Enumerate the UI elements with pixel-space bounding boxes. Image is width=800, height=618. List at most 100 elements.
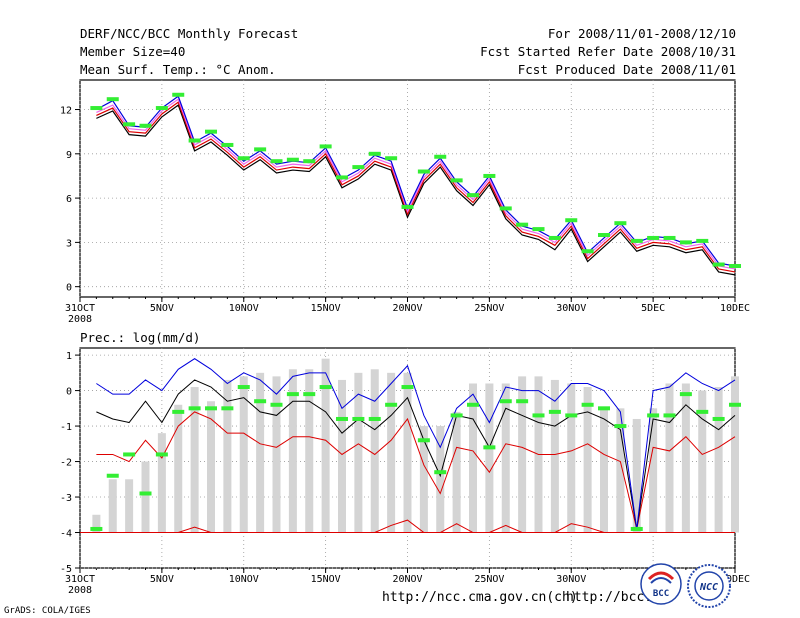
observation-marker — [237, 385, 250, 390]
observation-marker — [483, 173, 496, 178]
y-tick-label: -3 — [60, 493, 72, 504]
observation-marker — [712, 262, 725, 267]
observation-marker — [729, 264, 741, 268]
spread-bar — [223, 379, 232, 533]
svg-text:NCC: NCC — [699, 582, 718, 593]
observation-marker — [286, 392, 299, 397]
spread-bar — [501, 383, 510, 533]
observation-marker — [565, 218, 578, 223]
observation-marker — [630, 526, 643, 531]
series-upper-line — [96, 358, 736, 530]
spread-bar — [288, 369, 297, 533]
variable-label: Mean Surf. Temp.: °C Anom. — [80, 62, 276, 77]
x-tick-year: 2008 — [68, 585, 92, 596]
spread-bar — [518, 376, 527, 533]
observation-marker — [172, 92, 185, 97]
spread-bar — [632, 418, 641, 533]
observation-marker — [368, 151, 381, 156]
y-tick-label: 1 — [66, 351, 72, 362]
x-tick-label: 5NOV — [150, 303, 174, 314]
spread-bar — [92, 514, 101, 533]
url-bcc-link[interactable]: http://bcc.c — [566, 590, 660, 605]
observation-marker — [401, 385, 414, 390]
observation-marker — [303, 159, 316, 164]
bcc-logo: BCC — [640, 563, 682, 605]
observation-marker — [221, 142, 234, 147]
observation-marker — [319, 385, 332, 390]
observation-marker — [385, 156, 398, 161]
y-tick-label: 12 — [60, 106, 72, 117]
observation-marker — [467, 193, 479, 198]
observation-marker — [548, 409, 561, 414]
x-tick-label: 30NOV — [556, 303, 586, 314]
spread-bar — [714, 387, 723, 533]
x-tick-label: 25NOV — [474, 303, 504, 314]
bcc-logo-icon: BCC — [640, 563, 682, 605]
spread-bar — [600, 408, 608, 533]
x-tick-label: 25NOV — [474, 574, 504, 585]
observation-marker — [123, 122, 136, 127]
observation-marker — [532, 413, 545, 418]
x-tick-label: 31OCT — [65, 574, 95, 585]
observation-marker — [499, 399, 512, 404]
spread-bar — [239, 376, 248, 533]
observation-marker — [401, 204, 414, 209]
spread-bar — [419, 426, 428, 533]
observation-marker — [696, 409, 709, 414]
y-tick-label: 3 — [66, 238, 72, 249]
y-tick-label: 0 — [66, 283, 72, 294]
x-tick-label: 10DEC — [720, 574, 750, 585]
series-lower-line — [96, 101, 736, 273]
observation-marker — [679, 392, 692, 397]
y-tick-label: -1 — [60, 422, 72, 433]
x-tick-label: 31OCT — [65, 303, 95, 314]
observation-marker — [499, 206, 512, 211]
y-tick-label: -4 — [60, 529, 72, 540]
observation-marker — [139, 123, 152, 128]
spread-bar — [583, 387, 592, 533]
observation-marker — [123, 452, 136, 457]
grads-credit: GrADS: COLA/IGES — [4, 606, 91, 616]
spread-bar — [452, 411, 461, 533]
observation-marker — [106, 97, 119, 102]
spread-bar — [436, 426, 445, 533]
x-tick-label: 15NOV — [311, 303, 341, 314]
spread-bar — [485, 383, 494, 533]
observation-marker — [254, 399, 267, 404]
observation-marker — [696, 238, 709, 243]
observation-marker — [581, 402, 594, 407]
precipitation-chart: 31OCT20085NOV10NOV15NOV20NOV25NOV30NOV5D… — [60, 347, 750, 596]
spread-bar — [305, 369, 314, 533]
observation-marker — [221, 406, 234, 411]
series-mean-line — [96, 98, 736, 270]
member-size-label: Member Size=40 — [80, 44, 186, 59]
observation-marker — [467, 402, 479, 407]
spread-bar — [616, 408, 625, 533]
observation-marker — [434, 470, 447, 475]
y-tick-label: 9 — [66, 150, 72, 161]
spread-bar — [550, 379, 559, 533]
observation-marker — [336, 175, 348, 180]
spread-bar — [108, 479, 117, 533]
x-tick-label: 20NOV — [392, 574, 422, 585]
observation-marker — [614, 221, 627, 226]
spread-bar — [141, 461, 150, 533]
ncc-logo-icon: NCC — [687, 564, 731, 608]
observation-marker — [565, 413, 578, 418]
observation-marker — [598, 406, 610, 411]
observation-marker — [172, 409, 185, 414]
observation-marker — [450, 413, 463, 418]
observation-marker — [663, 235, 676, 240]
observation-marker — [270, 159, 283, 164]
observation-marker — [729, 402, 741, 407]
ncc-logo: NCC — [686, 563, 732, 609]
observation-marker — [581, 249, 594, 254]
series-lower-line — [96, 411, 736, 530]
observation-marker — [532, 227, 545, 232]
spread-bar — [174, 404, 183, 533]
spread-bar — [256, 372, 265, 533]
series-upper-line — [96, 95, 736, 267]
y-tick-label: -5 — [60, 564, 72, 575]
url-ncc-link[interactable]: http://ncc.cma.gov.cn(ch) — [382, 590, 578, 605]
